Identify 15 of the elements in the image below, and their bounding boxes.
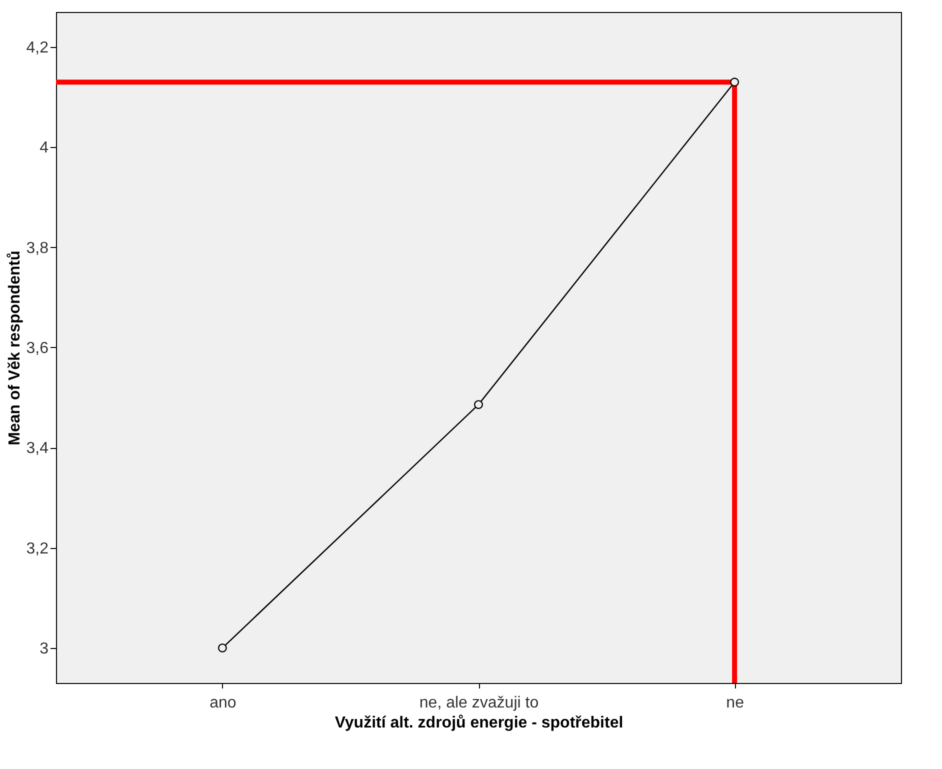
x-tick-label: ne, ale zvažuji to [419,694,539,712]
x-tick-label: ne [726,694,744,712]
y-tick-label: 3,2 [26,540,49,558]
point [474,400,483,410]
y-tick-label: 4,2 [26,40,49,57]
y-tick-label: 3,8 [26,240,49,257]
point [730,78,740,87]
y-tick-label: 3 [40,640,49,658]
point [218,643,227,652]
x-axis-title: Využití alt. zdrojů energie - spotřebitel [334,714,624,732]
y-axis-title: Mean of Věk respondentů [6,250,24,446]
y-tick-label: 4 [40,140,49,157]
x-tick-label: ano [210,694,236,712]
y-tick-label: 3,4 [26,440,49,458]
y-tick-label: 3,6 [26,340,49,357]
